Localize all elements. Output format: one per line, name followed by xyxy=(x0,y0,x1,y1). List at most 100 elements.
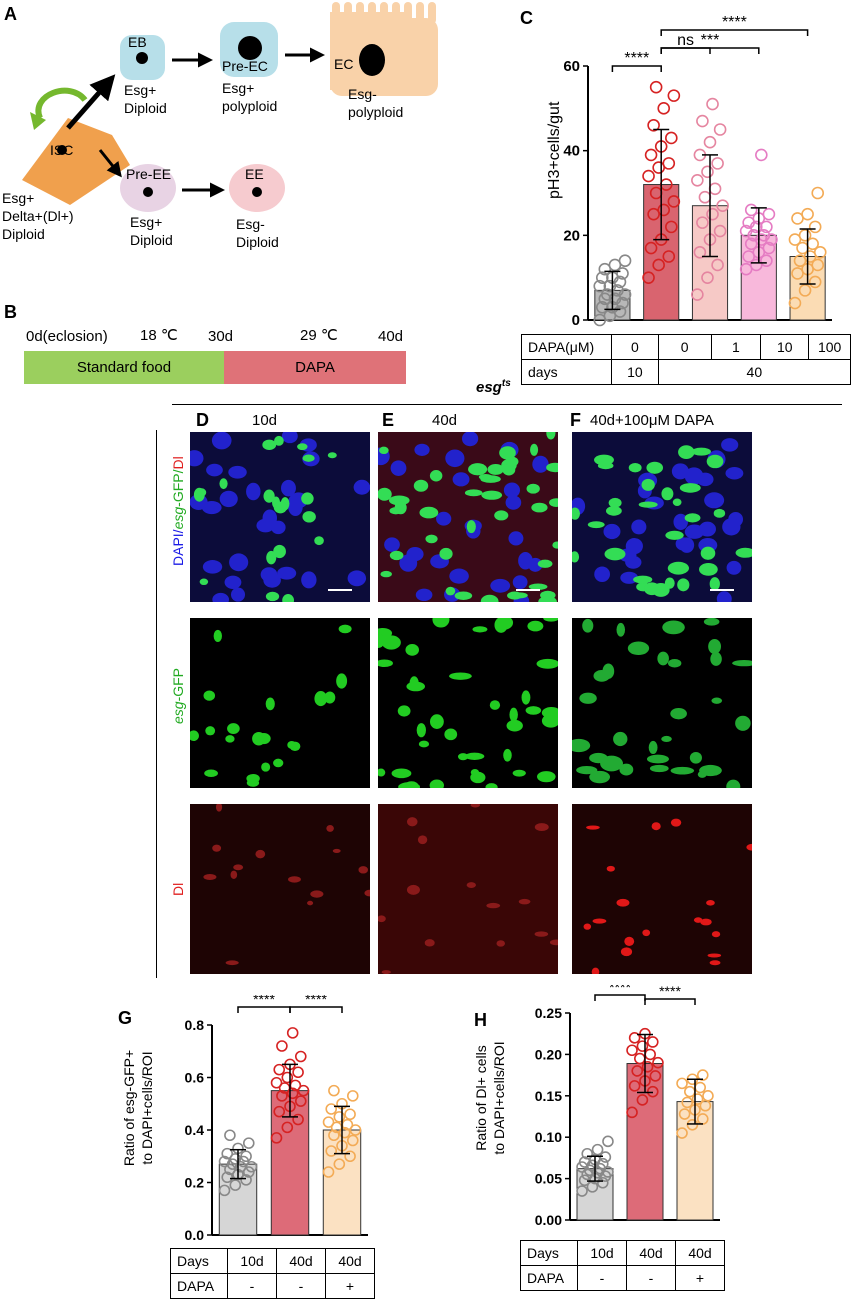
gfp-cell xyxy=(706,454,724,469)
dl-signal xyxy=(651,822,661,831)
dapi-nucleus xyxy=(224,575,242,590)
significance-label: **** xyxy=(659,985,681,999)
timeline-end: 40d xyxy=(378,328,404,345)
dl-signal xyxy=(518,898,531,905)
significance-bracket xyxy=(660,29,809,36)
panel-label-h: H xyxy=(474,1010,487,1030)
dapi-nucleus xyxy=(263,572,281,588)
dl-signal xyxy=(624,936,635,947)
gfp-cell xyxy=(193,487,205,502)
gfp-cell xyxy=(478,474,493,481)
data-point xyxy=(628,1080,641,1092)
dapi-nucleus xyxy=(436,511,452,526)
gfp-cell xyxy=(678,445,695,460)
timeline-start: 0d(eclosion) xyxy=(26,328,108,345)
dl-signal xyxy=(212,844,222,852)
gfp-cell xyxy=(572,738,591,753)
data-point xyxy=(634,1052,646,1065)
data-point xyxy=(788,296,802,310)
gfp-cell xyxy=(699,563,718,576)
gfp-cell xyxy=(735,715,751,731)
dl-signal xyxy=(534,823,549,831)
isc-desc-2: Delta+(Dl+) xyxy=(2,208,74,224)
chart-h-ylabel: Ratio of Dl+ cells to DAPI+cells/ROI xyxy=(472,1008,508,1188)
gfp-cell xyxy=(526,483,540,494)
gfp-cell xyxy=(397,705,411,717)
y-tick-label: 0.20 xyxy=(535,1046,562,1062)
gfp-cell xyxy=(572,551,580,563)
chart-g-table: Days 10d 40d 40d DAPA - - + xyxy=(170,1248,375,1299)
micrograph-canvas xyxy=(572,804,752,974)
gfp-cell xyxy=(506,719,523,732)
genotype-label: esgts xyxy=(476,378,511,396)
gfp-cell xyxy=(546,432,556,440)
gfp-cell xyxy=(709,577,720,591)
gfp-cell xyxy=(480,594,499,602)
data-point xyxy=(691,174,704,187)
data-point xyxy=(221,1147,234,1160)
gfp-cell xyxy=(485,783,498,788)
gfp-cell xyxy=(661,487,674,501)
row1-label: DAPI/esg-GFP/Dl xyxy=(170,456,186,566)
gfp-cell xyxy=(638,501,658,508)
dl-signal xyxy=(326,824,334,832)
data-point xyxy=(628,1032,641,1044)
table-g-cell: - xyxy=(276,1273,326,1299)
gfp-cell xyxy=(406,681,426,692)
data-point xyxy=(328,1084,340,1097)
dl-signal xyxy=(670,818,682,827)
chart-h-ylabel-line1: Ratio of Dl+ cells xyxy=(473,1045,489,1151)
gfp-cell xyxy=(425,534,438,544)
pre-ee-desc-2: Diploid xyxy=(130,232,173,248)
col-d-label: 10d xyxy=(252,412,278,429)
gfp-cell xyxy=(273,544,286,559)
data-point xyxy=(292,1066,304,1079)
data-point xyxy=(702,1090,714,1102)
dapi-nucleus xyxy=(229,553,249,572)
chart-c-ylabel: pH3+cells/gut xyxy=(546,101,563,199)
y-tick-label: 0.25 xyxy=(535,1005,562,1021)
data-point xyxy=(281,1071,294,1084)
gfp-cell xyxy=(576,766,598,775)
significance-bracket xyxy=(237,1006,291,1013)
data-point xyxy=(662,250,676,263)
micrograph-d-row1 xyxy=(190,432,370,602)
dl-signal xyxy=(700,918,712,926)
dapi-nucleus xyxy=(452,472,470,487)
data-point xyxy=(270,1076,283,1089)
gfp-cell xyxy=(552,541,558,549)
gfp-cell xyxy=(499,446,516,460)
gfp-cell xyxy=(679,483,701,493)
data-point xyxy=(218,1184,231,1197)
significance-bracket xyxy=(289,1006,343,1013)
gfp-cell xyxy=(710,652,722,666)
dl-signal xyxy=(381,970,391,974)
dapi-nucleus xyxy=(202,560,223,574)
data-point xyxy=(698,190,712,204)
gfp-cell xyxy=(713,508,726,518)
gfp-cell xyxy=(661,735,672,742)
gfp-cell xyxy=(273,501,288,514)
dapi-nucleus xyxy=(288,498,303,516)
ec-desc-2: polyploid xyxy=(348,104,404,120)
gfp-cell xyxy=(449,672,472,680)
gfp-cell xyxy=(199,578,209,586)
ee-label: EE xyxy=(245,166,264,182)
dapi-nucleus xyxy=(449,568,469,584)
data-point xyxy=(346,1090,359,1102)
row2-label: esg-GFP xyxy=(170,667,186,724)
isc-label: ISC xyxy=(50,142,74,158)
chart-h-ylabel-line2: to DAPI+cells/ROI xyxy=(491,1041,507,1155)
data-point xyxy=(696,114,709,128)
gfp-cell xyxy=(405,643,420,656)
micrograph-e-row1 xyxy=(378,432,558,602)
gfp-cell xyxy=(691,447,711,456)
y-tick-label: 0.8 xyxy=(185,1017,205,1033)
data-point xyxy=(713,224,727,238)
gfp-cell xyxy=(419,506,439,519)
data-point xyxy=(684,1085,696,1098)
data-point xyxy=(338,1126,351,1139)
timeline-seg1-label: Standard food xyxy=(76,359,172,376)
chart-h-table: Days 10d 40d 40d DAPA - - + xyxy=(520,1240,725,1291)
